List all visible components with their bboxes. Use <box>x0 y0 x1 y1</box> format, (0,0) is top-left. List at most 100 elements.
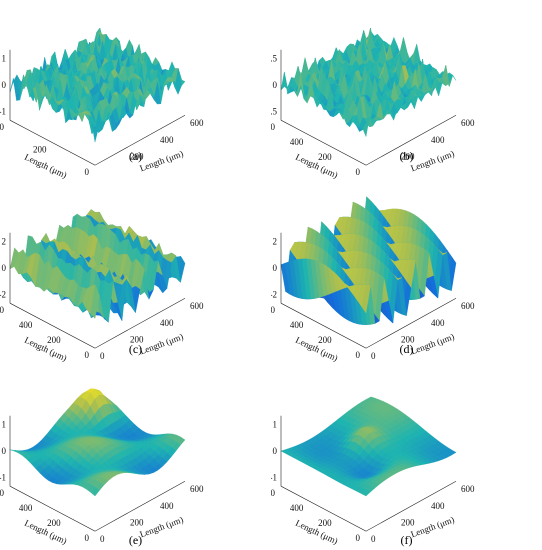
x-tick-label: 200 <box>130 335 144 345</box>
x-ticks: 0 200 400 600 <box>371 301 475 361</box>
floor-axes <box>9 114 186 166</box>
x-ticks: 0 200 400 600 <box>100 484 204 544</box>
surface-plot: 20-2Amplitude (μm)6004002000Length (μm)0… <box>0 209 204 363</box>
y-tick-label: 200 <box>33 145 47 155</box>
x-tick-label: 200 <box>401 335 415 345</box>
axes <box>280 232 457 349</box>
x-tick-label: 600 <box>190 484 204 494</box>
surface-mesh <box>9 27 186 143</box>
y-tick-label: 400 <box>290 503 304 513</box>
axes <box>9 232 186 349</box>
surface-facet <box>361 489 371 497</box>
x-tick-label: 400 <box>160 501 174 511</box>
x-ticks: 0 200 400 600 <box>371 484 475 544</box>
surface-plot: 10-1Amplitude (μm)6004002000Length (μm)0… <box>271 396 475 546</box>
panel-f: 10-1Amplitude (μm)6004002000Length (μm)0… <box>271 366 542 549</box>
x-tick-label: 200 <box>130 518 144 528</box>
y-tick-label: 200 <box>318 335 332 345</box>
z-ticks: 2 0 -2 <box>271 237 278 300</box>
surface-mesh <box>280 396 457 497</box>
y-tick-label: 0 <box>85 167 90 177</box>
surface-plot: 10-1Amplitude (μm)6004002000Length (μm)0… <box>0 388 204 546</box>
x-tick-label: 600 <box>461 301 475 311</box>
z-tick-label: 0 <box>2 80 7 90</box>
x-tick-label: 600 <box>190 118 204 128</box>
y-tick-label: 600 <box>0 488 5 498</box>
x-tick-label: 600 <box>461 118 475 128</box>
y-ticks: 600 400 200 0 <box>271 488 361 543</box>
z-tick-label: -1 <box>0 472 6 482</box>
x-tick-label: 600 <box>190 301 204 311</box>
x-tick-label: 400 <box>160 318 174 328</box>
x-ticks: 200 400 600 <box>130 118 204 161</box>
z-tick-label: 0 <box>2 263 7 273</box>
y-tick-label: 600 <box>0 305 5 315</box>
caption-c: (c) <box>128 342 143 356</box>
z-tick-label: 0 <box>2 446 7 456</box>
z-tick-label: 2 <box>273 237 278 247</box>
z-tick-label: 0 <box>273 80 278 90</box>
surface-mesh <box>9 388 186 497</box>
surface-facet <box>90 284 100 319</box>
caption-e: (e) <box>128 533 143 547</box>
surface-mesh <box>280 28 457 138</box>
y-tick-label: 0 <box>356 350 361 360</box>
y-tick-label: 0 <box>356 533 361 543</box>
y-tick-label: 0 <box>85 350 90 360</box>
z-ticks: 1 0 -1 <box>0 54 7 117</box>
z-tick-label: -2 <box>271 289 277 299</box>
y-tick-label: 400 <box>19 503 33 513</box>
y-tick-label: 600 <box>271 305 276 315</box>
caption-d: (d) <box>399 342 414 356</box>
x-tick-label: 0 <box>371 534 376 544</box>
z-tick-label: -1 <box>271 472 277 482</box>
surface-mesh <box>280 195 457 325</box>
y-tick-label: 400 <box>0 122 5 132</box>
z-ticks: 1 0 -1 <box>0 420 7 483</box>
surface-facet <box>362 117 370 138</box>
z-tick-label: 0 <box>273 263 278 273</box>
caption-b: (b) <box>399 149 414 163</box>
y-ticks: 600 400 200 0 <box>271 122 361 177</box>
y-tick-label: 200 <box>47 335 61 345</box>
floor-axes <box>9 297 186 349</box>
surface-facet <box>91 123 99 143</box>
y-tick-label: 600 <box>271 122 276 132</box>
x-tick-label: 0 <box>371 351 376 361</box>
x-tick-label: 400 <box>431 501 445 511</box>
x-tick-label: 400 <box>431 318 445 328</box>
panel-b: 0.50-0.5Amplitude (μm)6004002000Length (… <box>271 0 542 183</box>
x-tick-label: 200 <box>401 518 415 528</box>
z-tick-label: 0 <box>273 446 278 456</box>
z-ticks: 0.5 0 -0.5 <box>271 54 278 117</box>
y-tick-label: 400 <box>290 320 304 330</box>
axes <box>280 415 457 532</box>
z-tick-label: 1 <box>2 54 7 64</box>
z-tick-label: -2 <box>0 289 6 299</box>
y-tick-label: 600 <box>271 488 276 498</box>
surface-facet <box>361 284 371 314</box>
x-tick-label: 600 <box>461 484 475 494</box>
y-tick-label: 200 <box>318 518 332 528</box>
z-tick-label: 0.5 <box>271 54 278 64</box>
surface-plot: 20-2Amplitude (μm)6004002000Length (μm)0… <box>271 195 475 363</box>
x-tick-label: 0 <box>100 351 105 361</box>
y-ticks: 600 400 200 0 <box>271 305 361 360</box>
floor-axes <box>9 480 186 532</box>
caption-a: (a) <box>128 149 143 163</box>
axes <box>9 49 186 166</box>
y-ticks: 600 400 200 0 <box>0 488 90 543</box>
x-tick-label: 400 <box>160 135 174 145</box>
x-tick-label: 200 <box>401 152 415 162</box>
panel-e: 10-1Amplitude (μm)6004002000Length (μm)0… <box>0 366 271 549</box>
z-tick-label: 2 <box>2 237 7 247</box>
axes <box>9 415 186 532</box>
surface-plot: 0.50-0.5Amplitude (μm)6004002000Length (… <box>271 28 475 180</box>
y-ticks: 400 200 0 <box>0 122 90 177</box>
axes <box>280 49 457 166</box>
floor-axes <box>280 297 457 349</box>
y-tick-label: 200 <box>47 518 61 528</box>
y-tick-label: 200 <box>318 152 332 162</box>
z-tick-label: -1 <box>0 106 6 116</box>
